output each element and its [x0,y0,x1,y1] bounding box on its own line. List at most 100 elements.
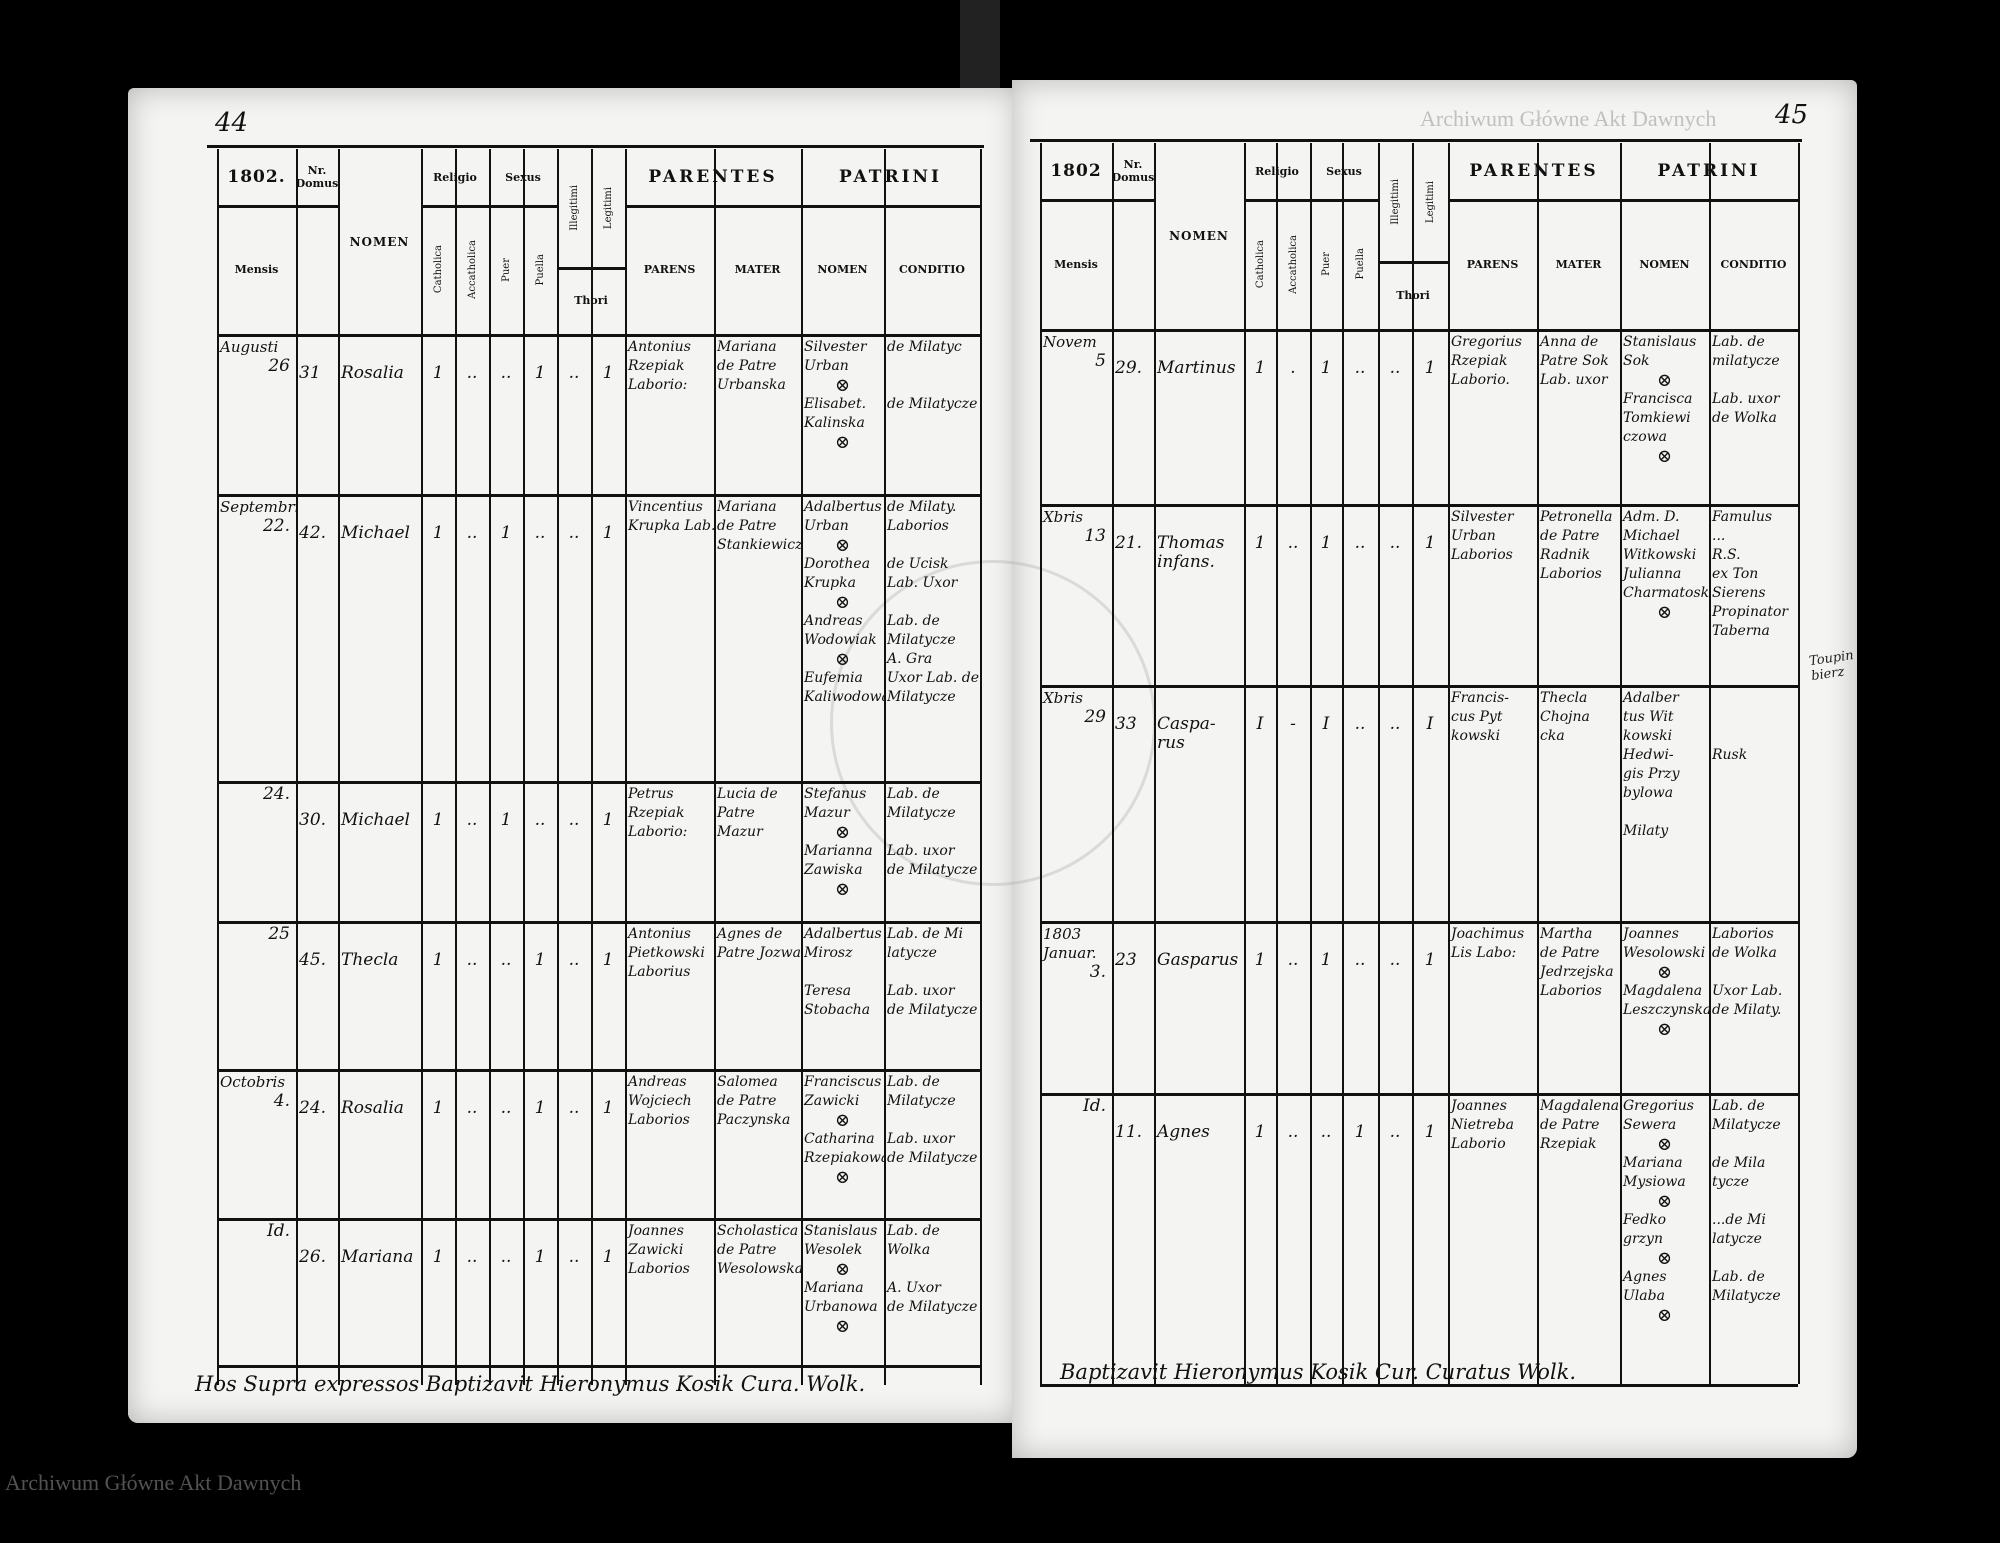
entry-conditio: Lab. de Milatycze Lab. uxor de Milatycze [884,781,980,921]
entry-puer-mark: .. [500,363,512,383]
entry-leg-mark: 1 [602,1247,614,1267]
entry-patrini-line: Mirosz [804,945,853,961]
entry-illeg-mark: .. [568,1098,580,1118]
godparent-cross-mark: ⊗ [1656,370,1673,391]
entry-leg-mark: 1 [602,950,614,970]
thori-rule [557,267,625,270]
page-number: 44 [215,108,249,138]
header-parens: PARENS [643,263,696,276]
column-rule [523,149,525,1385]
entry-puella-mark: 1 [534,1098,546,1118]
entry-month: Augusti [220,338,279,356]
entry-parens-line: Laborio. [1451,372,1510,388]
godparent-cross-mark: ⊗ [1656,602,1673,623]
entry-house-number: 33 [1115,714,1137,734]
entry-mater-line: Laborios [1540,983,1602,999]
entry-mater-line: Scholastica [717,1223,799,1239]
entry-patrini-line: tus Wit [1623,709,1674,725]
entry-conditio-line: Milatycze [887,632,956,648]
entry-illeg-mark: .. [568,1247,580,1267]
entry-conditio-line: Lab. uxor [1712,391,1780,407]
entry-patrini-line: Sok [1623,353,1650,369]
entry-conditio-line: Milatycze [1712,1288,1781,1304]
entry-conditio-line [887,1111,977,1130]
entry-patrini-line: Charmatoska [1623,585,1709,601]
entry-mater: Anna de Patre Sok Lab. uxor [1537,329,1620,504]
entry-puer-mark: .. [1320,1122,1332,1142]
entry-puella-mark: .. [1354,950,1366,970]
entry-mater-line: Agnes de [717,926,783,942]
entry-patrini-line: Zawiska [804,862,863,878]
godparent-cross-mark: ⊗ [1656,1019,1673,1040]
column-rule [455,149,457,1385]
entry-conditio-line: A. Gra [887,651,933,667]
header-puer: Puer [489,205,523,334]
column-rule [591,149,593,1385]
entry-patrini-line: Zawicki [804,1093,860,1109]
entry-conditio-line [1712,727,1795,746]
entry-conditio-line: Sierens [1712,585,1766,601]
header-band-rule [1244,199,1378,202]
column-rule [217,149,219,1385]
entry-puer-mark: 1 [500,523,512,543]
header-patrini-nomen: NOMEN [817,263,868,276]
entry-puella-mark: 1 [534,363,546,383]
entry-leg-mark: 1 [602,1098,614,1118]
header-legitimi: Legitimi [591,149,625,267]
entry-patrini-line: Witkowski [1623,547,1697,563]
header-religio: Religio [433,170,477,184]
entry-conditio-line [887,1260,977,1279]
year-label: 1802. [227,167,286,187]
entry-child-name: Michael [341,810,410,830]
column-rule [421,149,423,1385]
entry-leg-mark: 1 [1424,533,1436,553]
entry-acath-mark: .. [1287,950,1299,970]
entry-child-name: Rosalia [341,363,404,383]
entry-parens: Francis-cus Pyt kowski [1448,685,1537,921]
entry-leg-mark: 1 [602,523,614,543]
entry-house-number: 29. [1115,358,1143,378]
entry-acath-mark: .. [466,1247,478,1267]
entry-date: Octobris 4. [217,1069,296,1218]
entry-leg-mark: 1 [1424,358,1436,378]
entry-house-number: 21. [1115,533,1143,553]
godparent-cross-mark: ⊗ [834,879,851,900]
entry-conditio-line: de Milaty. [1712,1002,1782,1018]
entry-mater: Lucia de Patre Mazur [714,781,801,921]
header-catholica-label: Catholica [432,245,444,294]
column-rule [884,149,886,1385]
header-sexus: Sexus [505,170,541,184]
header-mater: MATER [734,263,781,276]
header-parentes: PARENTES [1469,161,1599,181]
entry-mater: Thecla Chojna cka [1537,685,1620,921]
entry-mater-line: Urbanska [717,377,786,393]
entry-conditio-line: ... [1712,528,1726,544]
header-conditio: CONDITIO [1720,257,1787,271]
entry-patrini-line: kowski [1623,728,1673,744]
row-rule [1040,1093,1798,1096]
entry-date: Augusti 26 [217,334,296,494]
header-legitimi: Legitimi [1412,143,1448,261]
entry-cath-mark: 1 [1254,533,1266,553]
godparent-cross-mark: ⊗ [834,1110,851,1131]
entry-parens-line: Silvester [1451,509,1514,525]
entry-conditio-line: Lab. de [887,1223,940,1239]
entry-patrini-line: Wesolek [804,1242,863,1258]
entry-conditio-line: de Milatycze [887,1002,978,1018]
entry-day: 22. [262,516,290,536]
entry-parens-line: Laborios [628,1261,690,1277]
entry-patrini-line: Julianna [1623,566,1682,582]
entry-leg-mark: 1 [1424,1122,1436,1142]
entry-conditio-line: Rusk [1712,747,1748,763]
entry-mater-line: de Patre [1540,945,1600,961]
header-patrini-nomen: NOMEN [1639,257,1690,271]
entry-conditio-line [887,536,977,555]
row-rule [1040,685,1798,688]
entry-month: Xbris [1043,508,1083,526]
godparent-cross-mark: ⊗ [834,649,851,670]
entry-parens-line: Laborio [1451,1136,1506,1152]
godparent-cross-mark: ⊗ [1656,1248,1673,1269]
godparent-cross-mark: ⊗ [834,1259,851,1280]
entry-mater-line: de Patre [1540,528,1600,544]
watermark: Archiwum Główne Akt Dawnych [5,1470,302,1495]
